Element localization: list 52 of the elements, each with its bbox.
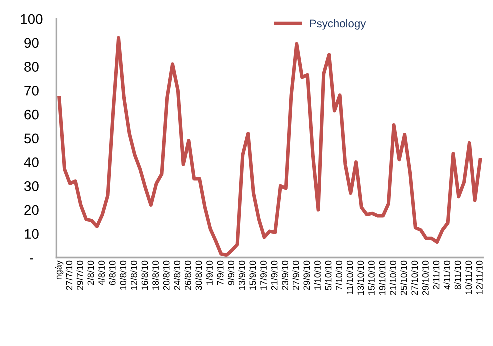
x-tick-label: 10/11/10 <box>465 260 472 294</box>
x-tick-label: 26/8/10 <box>184 260 192 290</box>
x-tick-label: 21/10/10 <box>390 260 396 296</box>
x-tick-label: 19/10/10 <box>379 260 386 295</box>
y-tick-label: 90 <box>24 38 39 48</box>
x-tick-label: 7/10/10 <box>336 260 343 290</box>
y-tick-label: - <box>30 258 34 260</box>
x-tick-label: 16/8/10 <box>142 260 148 290</box>
y-tick-label: 40 <box>24 158 39 168</box>
x-tick-label: 25/10/10 <box>400 260 408 296</box>
y-tick-label: 30 <box>24 181 39 192</box>
x-tick-label: 12/8/10 <box>130 260 138 290</box>
x-tick-label: 30/8/10 <box>196 260 202 290</box>
x-tick-label: 15/10/10 <box>368 260 375 295</box>
x-tick-label: 12/11/10 <box>476 260 483 294</box>
y-tick-label: 20 <box>24 205 39 216</box>
x-tick-label: 29/10/10 <box>422 260 429 296</box>
x-tick-label: 17/9/10 <box>260 260 267 290</box>
x-tick-label: 2/11/10 <box>433 260 440 290</box>
x-tick-label: 15/9/10 <box>250 260 256 290</box>
x-tick-label: 27/10/10 <box>411 260 418 296</box>
y-tick-label: 50 <box>24 134 39 144</box>
x-tick-label: 2/8/10 <box>88 260 94 286</box>
x-tick-label: ngày <box>55 260 64 280</box>
x-tick-label: 21/9/10 <box>271 260 278 290</box>
y-tick-label: 70 <box>24 86 39 96</box>
x-tick-label: 10/8/10 <box>120 260 127 290</box>
y-tick-label: 10 <box>25 229 39 240</box>
x-tick-label: 5/10/10 <box>325 260 332 290</box>
x-tick-label: 9/9/10 <box>228 260 235 286</box>
x-tick-label: 4/8/10 <box>98 260 105 286</box>
legend-label: Psychology <box>310 19 366 30</box>
x-tick-label: 1/9/10 <box>206 260 213 285</box>
x-tick-label: 23/9/10 <box>282 260 289 290</box>
x-tick-label: 29/7/10 <box>76 260 84 290</box>
x-tick-label: 20/8/10 <box>163 260 170 290</box>
x-tick-label: 13/10/10 <box>357 260 364 295</box>
x-tick-label: 4/11/10 <box>444 260 450 290</box>
x-tick-label: 24/8/10 <box>174 260 181 290</box>
x-tick-label: 18/8/10 <box>152 260 159 290</box>
y-tick-label: 80 <box>24 62 39 72</box>
y-tick-label: 100 <box>21 14 43 24</box>
x-tick-label: 7/9/10 <box>217 260 224 286</box>
x-tick-label: 27/7/10 <box>66 260 73 290</box>
x-tick-label: 29/9/10 <box>303 260 310 290</box>
y-tick-label: 60 <box>24 110 39 120</box>
x-tick-label: 11/10/10 <box>346 260 354 294</box>
x-tick-label: 13/9/10 <box>238 260 246 290</box>
x-tick-label: 27/9/10 <box>292 260 300 290</box>
x-tick-label: 1/10/10 <box>314 260 321 290</box>
x-tick-label: 8/11/10 <box>454 260 462 290</box>
x-tick-label: 6/8/10 <box>109 260 116 286</box>
